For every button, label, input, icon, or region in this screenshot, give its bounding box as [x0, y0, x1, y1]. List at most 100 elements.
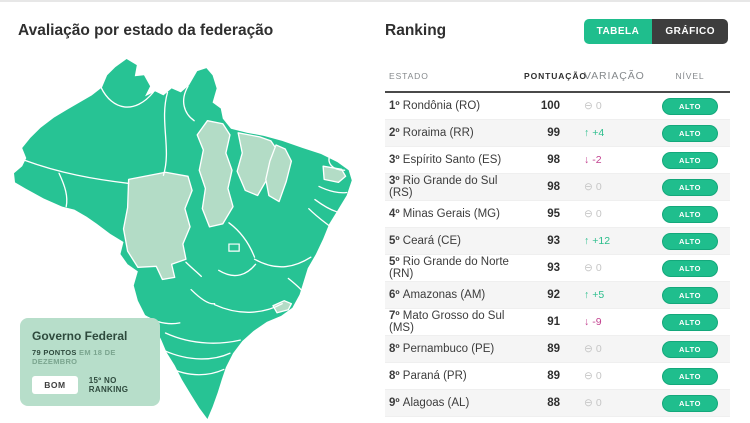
table-row[interactable]: 5º Ceará (CE) 93 ↑ +12 ALTO [385, 228, 730, 255]
down-arrow-icon: ↓ [584, 154, 590, 166]
row-variation-value: 0 [595, 370, 602, 382]
no-change-icon: ⊖ [584, 343, 593, 355]
rating-badge: BOM [32, 376, 78, 394]
distrito-federal-marker [228, 243, 240, 252]
brazil-map-choropleth[interactable] [14, 58, 362, 422]
row-variation-value: +12 [592, 235, 611, 247]
table-row[interactable]: 3º Rio Grande do Sul (RS) 98 ⊖ 0 ALTO [385, 174, 730, 201]
level-badge: ALTO [662, 286, 718, 304]
row-variation-value: 0 [595, 343, 602, 355]
column-header-estado: ESTADO [389, 71, 429, 81]
brazil-map-svg [14, 59, 352, 419]
row-state: 6º Amazonas (AM) [389, 289, 524, 301]
row-score: 89 [547, 370, 560, 382]
level-badge: ALTO [662, 313, 718, 331]
card-points-value: 79 PONTOS [32, 348, 77, 357]
state-rio-de-janeiro[interactable] [272, 300, 293, 314]
map-panel: Avaliação por estado da federação [0, 2, 372, 423]
tab-grafico[interactable]: GRÁFICO [652, 19, 728, 44]
row-state-name: Rondônia (RO) [402, 100, 481, 112]
no-change-icon: ⊖ [584, 100, 593, 112]
row-rank: 3º [389, 175, 403, 187]
row-score: 98 [547, 181, 560, 193]
row-variation: ↑ +12 [584, 235, 640, 247]
row-score: 93 [547, 235, 560, 247]
row-variation: ↑ +4 [584, 127, 640, 139]
row-variation: ⊖ 0 [584, 100, 640, 112]
row-score: 89 [547, 343, 560, 355]
row-variation-value: -2 [592, 154, 602, 166]
row-variation-value: 0 [595, 397, 602, 409]
table-row[interactable]: 2º Roraima (RR) 99 ↑ +4 ALTO [385, 120, 730, 147]
row-score: 95 [547, 208, 560, 220]
row-state: 4º Minas Gerais (MG) [389, 208, 524, 220]
row-variation: ↓ -9 [584, 316, 640, 328]
table-row[interactable]: 8º Paraná (PR) 89 ⊖ 0 ALTO [385, 363, 730, 390]
level-badge: ALTO [662, 259, 718, 277]
row-state: 2º Roraima (RR) [389, 127, 524, 139]
state-piaui[interactable] [265, 144, 293, 203]
row-variation-value: 0 [595, 208, 602, 220]
table-row[interactable]: 3º Espírito Santo (ES) 98 ↓ -2 ALTO [385, 147, 730, 174]
row-state: 5º Ceará (CE) [389, 235, 524, 247]
row-state-name: Minas Gerais (MG) [402, 208, 500, 220]
state-mato-grosso[interactable] [122, 171, 193, 281]
table-row[interactable]: 7º Mato Grosso do Sul (MS) 91 ↓ -9 ALTO [385, 309, 730, 336]
level-badge: ALTO [662, 124, 718, 142]
row-variation: ⊖ 0 [584, 208, 640, 220]
table-row[interactable]: 5º Rio Grande do Norte (RN) 93 ⊖ 0 ALTO [385, 255, 730, 282]
card-points: 79 PONTOS EM 18 DE DEZEMBRO [32, 348, 148, 366]
level-badge: ALTO [662, 232, 718, 250]
row-rank: 6º [389, 289, 403, 301]
table-row[interactable]: 8º Pernambuco (PE) 89 ⊖ 0 ALTO [385, 336, 730, 363]
row-state: 1º Rondônia (RO) [389, 100, 524, 112]
row-state-name: Amazonas (AM) [402, 289, 486, 301]
row-state-name: Roraima (RR) [402, 127, 474, 139]
no-change-icon: ⊖ [584, 370, 593, 382]
table-row[interactable]: 4º Minas Gerais (MG) 95 ⊖ 0 ALTO [385, 201, 730, 228]
table-body: 1º Rondônia (RO) 100 ⊖ 0 ALTO 2º Roraima … [385, 93, 730, 417]
row-score: 92 [547, 289, 560, 301]
row-variation: ⊖ 0 [584, 262, 640, 274]
column-header-pontuacao: PONTUAÇÃO [524, 71, 587, 81]
ranking-table: ESTADO PONTUAÇÃO VARIAÇÃO NÍVEL 1º Rondô… [385, 66, 730, 417]
row-rank: 5º [389, 256, 403, 268]
row-variation-value: 0 [595, 100, 602, 112]
row-state-name: Alagoas (AL) [402, 397, 470, 409]
view-toggle: TABELA GRÁFICO [583, 19, 728, 44]
row-state-name: Rio Grande do Sul (RS) [389, 175, 498, 199]
table-row[interactable]: 1º Rondônia (RO) 100 ⊖ 0 ALTO [385, 93, 730, 120]
row-state: 3º Rio Grande do Sul (RS) [389, 175, 524, 199]
level-badge: ALTO [662, 394, 718, 412]
level-badge: ALTO [662, 97, 718, 115]
row-rank: 7º [389, 310, 403, 322]
down-arrow-icon: ↓ [584, 316, 590, 328]
row-rank: 5º [389, 235, 403, 247]
table-header: ESTADO PONTUAÇÃO VARIAÇÃO NÍVEL [385, 66, 730, 93]
table-row[interactable]: 6º Amazonas (AM) 92 ↑ +5 ALTO [385, 282, 730, 309]
row-score: 99 [547, 127, 560, 139]
row-rank: 1º [389, 100, 403, 112]
row-variation: ⊖ 0 [584, 181, 640, 193]
level-badge: ALTO [662, 205, 718, 223]
row-variation-value: 0 [595, 181, 602, 193]
row-variation: ⊖ 0 [584, 397, 640, 409]
tab-tabela[interactable]: TABELA [583, 19, 653, 44]
row-variation-value: +4 [592, 127, 605, 139]
row-state: 7º Mato Grosso do Sul (MS) [389, 310, 524, 334]
row-state-name: Pernambuco (PE) [402, 343, 495, 355]
state-tocantins[interactable] [196, 120, 234, 228]
row-rank: 9º [389, 397, 403, 409]
no-change-icon: ⊖ [584, 262, 593, 274]
row-state-name: Ceará (CE) [402, 235, 461, 247]
column-header-nivel: NÍVEL [675, 71, 705, 81]
table-row[interactable]: 9º Alagoas (AL) 88 ⊖ 0 ALTO [385, 390, 730, 417]
row-state: 9º Alagoas (AL) [389, 397, 524, 409]
row-variation-value: +5 [592, 289, 605, 301]
up-arrow-icon: ↑ [584, 235, 590, 247]
level-badge: ALTO [662, 367, 718, 385]
row-variation: ↑ +5 [584, 289, 640, 301]
row-state-name: Paraná (PR) [402, 370, 467, 382]
no-change-icon: ⊖ [584, 397, 593, 409]
